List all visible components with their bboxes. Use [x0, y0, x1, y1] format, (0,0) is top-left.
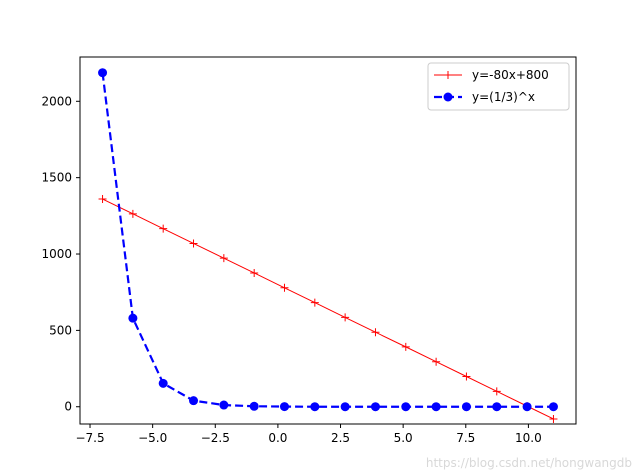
- data-point: [310, 298, 319, 307]
- x-tick-label: −2.5: [201, 431, 230, 445]
- data-point: [461, 402, 471, 412]
- data-point: [431, 402, 441, 412]
- x-tick-label: 2.5: [331, 431, 350, 445]
- legend-marker: [443, 92, 453, 102]
- legend-marker: [444, 71, 452, 79]
- data-point: [250, 268, 259, 277]
- data-point: [158, 378, 168, 388]
- x-tick-label: −5.0: [138, 431, 167, 445]
- series-exponential: [98, 68, 558, 412]
- data-point: [341, 313, 350, 322]
- watermark: https://blog.csdn.net/hongwangdb: [425, 456, 632, 470]
- x-tick-label: 7.5: [456, 431, 475, 445]
- data-point: [189, 396, 199, 406]
- series-line: [102, 198, 554, 420]
- data-point: [401, 402, 411, 412]
- y-tick-label: 0: [64, 400, 72, 414]
- y-tick-label: 1500: [41, 171, 72, 185]
- data-point: [432, 357, 441, 366]
- legend-box: [427, 62, 570, 111]
- legend-label: y=-80x+800: [472, 68, 549, 82]
- data-point: [492, 402, 502, 412]
- data-point: [522, 402, 532, 412]
- data-point: [128, 209, 137, 218]
- series-line: [101, 72, 554, 408]
- legend-label: y=(1/3)^x: [472, 90, 535, 104]
- plot-frame: [79, 56, 577, 425]
- x-tick-label: 0.0: [268, 431, 287, 445]
- data-point: [401, 342, 410, 351]
- y-tick-label: 1000: [41, 247, 72, 261]
- data-point: [492, 387, 501, 396]
- legend-entry: y=-80x+800: [434, 68, 549, 82]
- data-point: [189, 239, 198, 248]
- data-point: [128, 313, 138, 323]
- data-point: [371, 328, 380, 337]
- data-point: [219, 254, 228, 263]
- y-tick-label: 2000: [41, 94, 72, 108]
- x-tick-label: −7.5: [75, 431, 104, 445]
- legend: y=-80x+800 y=(1/3)^x: [427, 62, 570, 111]
- data-point: [98, 195, 107, 204]
- x-tick-label: 5.0: [394, 431, 413, 445]
- x-axis-ticks: −7.5 −5.0 −2.5 0.0 2.5 5.0 7.5 10.0: [75, 424, 542, 445]
- y-axis-ticks: 0 500 1000 1500 2000: [41, 94, 80, 414]
- data-point: [219, 400, 229, 410]
- data-point: [280, 283, 289, 292]
- series-linear: [98, 195, 558, 423]
- data-point: [340, 402, 350, 412]
- data-point: [310, 402, 320, 412]
- series-layer: [98, 68, 558, 423]
- data-point: [159, 224, 168, 233]
- legend-entry: y=(1/3)^x: [434, 90, 535, 104]
- data-point: [549, 414, 558, 423]
- x-tick-label: 10.0: [515, 431, 542, 445]
- data-point: [279, 402, 289, 412]
- data-point: [98, 68, 108, 78]
- data-point: [249, 401, 259, 411]
- data-point: [548, 402, 558, 412]
- y-tick-label: 500: [49, 323, 72, 337]
- data-point: [370, 402, 380, 412]
- data-point: [462, 372, 471, 381]
